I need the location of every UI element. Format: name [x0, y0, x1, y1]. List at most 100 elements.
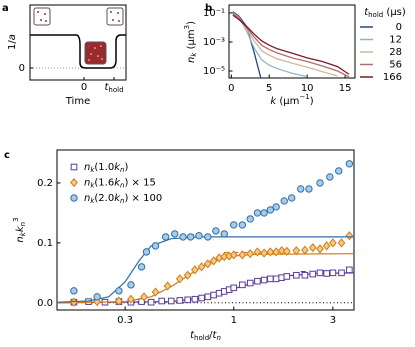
marker-diamond — [308, 243, 317, 253]
y-axis-label: nkkn3 — [12, 217, 27, 242]
text-part: n — [84, 178, 90, 189]
marker-circle — [151, 242, 160, 250]
marker-circle — [204, 233, 212, 241]
marker-square — [293, 271, 300, 279]
data-line — [232, 12, 338, 77]
text-part: ) × 100 — [124, 193, 162, 204]
x-axis-label: k (μm−1) — [270, 93, 313, 107]
marker-square — [316, 269, 324, 277]
marker-circle — [266, 206, 275, 214]
y-tick-label: 0.2 — [37, 178, 53, 189]
marker-circle — [246, 215, 254, 223]
marker-circle — [220, 230, 228, 238]
marker-square — [346, 266, 353, 274]
legend-label: nk(2.0kn) × 100 — [84, 193, 162, 205]
marker-diamond — [197, 262, 206, 272]
text-part: k — [114, 193, 121, 204]
marker-diamond — [246, 249, 255, 259]
x-tick-label: 0 — [81, 82, 87, 93]
axes-frame — [228, 4, 356, 79]
marker-diamond — [337, 238, 346, 248]
text-part: t — [364, 7, 369, 18]
marker-diamond — [115, 296, 123, 306]
text-part: (1.0 — [94, 162, 114, 173]
box-icon — [33, 7, 51, 26]
marker-diamond — [140, 292, 148, 302]
text-part: n — [120, 197, 124, 205]
text-part: k — [19, 231, 27, 236]
marker-circle — [253, 209, 262, 217]
marker-square — [198, 294, 205, 302]
marker-circle — [93, 293, 101, 301]
x-tick-label: 10 — [301, 83, 314, 94]
y-tick-label: 0.0 — [37, 298, 53, 309]
marker-diamond — [260, 248, 268, 258]
text-part: (1.6 — [94, 178, 114, 189]
box-icon — [84, 41, 107, 65]
y-axis-label: nk (μm3) — [183, 21, 198, 63]
legend-marker — [70, 194, 78, 202]
marker-diamond — [253, 247, 262, 257]
text-part: n — [19, 222, 27, 226]
legend-label: 28 — [389, 47, 402, 58]
x-tick-label: 5 — [266, 83, 272, 94]
marker-diamond — [316, 244, 324, 254]
marker-square — [184, 296, 191, 304]
marker-circle — [280, 197, 288, 205]
marker-circle — [186, 233, 195, 241]
text-part: ) — [124, 162, 128, 173]
marker-diamond — [163, 281, 172, 291]
marker-square — [230, 284, 238, 292]
marker-square — [267, 275, 274, 283]
legend-label: 166 — [383, 72, 402, 83]
text-part: k — [90, 197, 95, 205]
text-part: k — [15, 225, 26, 232]
x-tick-label: 0 — [228, 83, 234, 94]
marker-circle — [305, 185, 313, 193]
marker-square — [254, 277, 261, 285]
data-line — [232, 11, 262, 78]
marker-circle — [326, 173, 334, 181]
marker-diamond — [322, 241, 331, 251]
x-axis-label: thold/tn — [190, 330, 221, 342]
marker-diamond — [238, 250, 247, 260]
marker-circle — [161, 233, 170, 241]
text-part: / — [209, 330, 213, 341]
marker-diamond — [277, 246, 286, 256]
legend-marker — [70, 177, 78, 188]
marker-diamond — [266, 247, 275, 257]
marker-square — [246, 279, 254, 287]
schematic-curve — [30, 34, 126, 69]
text-part: (μm — [186, 29, 197, 52]
text-part: k — [270, 96, 277, 107]
text-part: t — [190, 330, 195, 341]
marker-square — [210, 291, 217, 299]
text-part: ) × 15 — [124, 178, 155, 189]
legend-title: thold (μs) — [364, 7, 406, 19]
marker-diamond — [191, 265, 199, 275]
text-part: 3 — [183, 25, 191, 29]
marker-diamond — [329, 238, 337, 248]
text-part: k — [114, 178, 121, 189]
y-axis-label: 1/a — [7, 34, 18, 50]
schematic — [29, 4, 127, 81]
text-part: ) — [186, 21, 197, 25]
y-tick-label: 0.1 — [37, 238, 53, 249]
marker-diamond — [292, 246, 301, 256]
marker-square — [272, 275, 280, 283]
marker-square — [158, 297, 166, 305]
marker-square — [260, 276, 268, 284]
text-part: t — [213, 330, 218, 341]
plot-area — [232, 11, 350, 78]
marker-circle — [335, 167, 343, 175]
text-part: hold — [194, 334, 209, 342]
data-line — [232, 13, 350, 78]
x-tick-label: 1 — [231, 315, 237, 326]
text-part: k — [114, 162, 121, 173]
marker-circle — [137, 263, 146, 271]
marker-circle — [212, 227, 220, 235]
marker-circle — [70, 287, 78, 295]
marker-square — [329, 269, 337, 277]
marker-square — [309, 270, 317, 278]
